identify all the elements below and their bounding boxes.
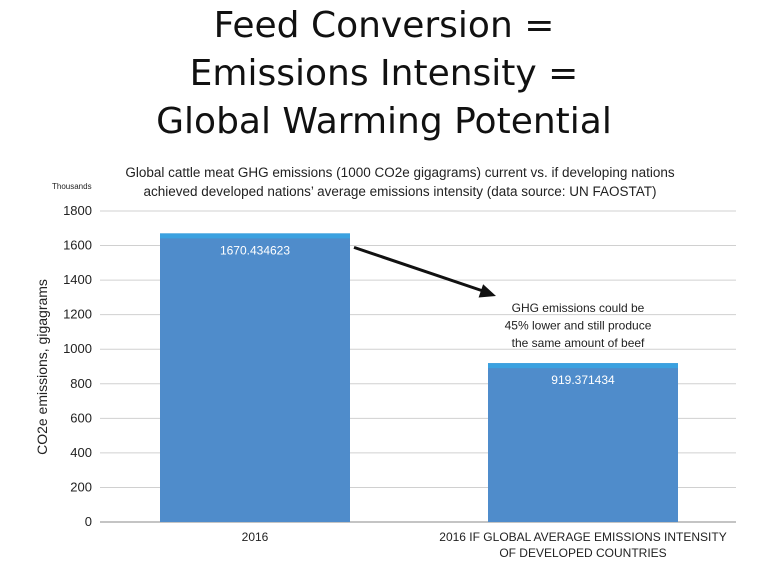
annotation-arrow-head <box>478 284 496 298</box>
annotation: GHG emissions could be 45% lower and stil… <box>353 245 652 350</box>
y-tick-label: 0 <box>85 514 92 529</box>
y-tick-label: 1600 <box>63 238 92 253</box>
x-tick-label: 2016 IF GLOBAL AVERAGE EMISSIONS INTENSI… <box>439 530 726 544</box>
data-label: 1670.434623 <box>220 243 290 257</box>
y-axis-title: CO2e emissions, gigagrams <box>34 279 50 455</box>
annotation-text-line: the same amount of beef <box>512 336 645 350</box>
annotation-text-line: GHG emissions could be <box>512 301 645 315</box>
title-line-1: Feed Conversion = <box>213 5 555 46</box>
bar-top-highlight <box>160 233 350 239</box>
annotation-text-line: 45% lower and still produce <box>505 319 652 333</box>
bar <box>488 363 678 522</box>
y-tick-label: 600 <box>70 410 92 425</box>
y-tick-label: 1800 <box>63 203 92 218</box>
x-axis-labels: 2016 2016 IF GLOBAL AVERAGE EMISSIONS INT… <box>242 530 727 560</box>
chart-title-line-1: Global cattle meat GHG emissions (1000 C… <box>125 165 675 180</box>
annotation-arrow-line <box>353 245 487 294</box>
y-tick-label: 1200 <box>63 307 92 322</box>
y-tick-label: 1000 <box>63 341 92 356</box>
chart-title: Global cattle meat GHG emissions (1000 C… <box>120 163 680 201</box>
x-tick-label: 2016 <box>242 530 269 544</box>
data-label: 919.371434 <box>551 373 615 387</box>
title-line-3: Global Warming Potential <box>156 101 612 142</box>
y-tick-label: 1400 <box>63 272 92 287</box>
title-line-2: Emissions Intensity = <box>189 53 579 94</box>
y-axis-ticks: 0 200 400 600 800 1000 1200 1400 1600 1800 <box>63 203 92 529</box>
units-label: Thousands <box>52 182 92 191</box>
bars: 1670.434623 919.371434 <box>160 233 678 522</box>
y-tick-label: 400 <box>70 445 92 460</box>
chart-title-line-2: achieved developed nations’ average emis… <box>143 184 657 199</box>
bar-top-highlight <box>488 363 678 369</box>
x-tick-label: OF DEVELOPED COUNTRIES <box>499 546 666 560</box>
page-title: Feed Conversion = Emissions Intensity = … <box>0 2 768 146</box>
bar <box>160 233 350 522</box>
y-tick-label: 200 <box>70 479 92 494</box>
y-tick-label: 800 <box>70 376 92 391</box>
